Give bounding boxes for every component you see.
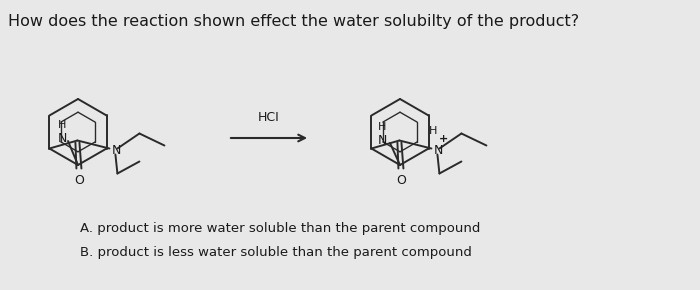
Text: H: H xyxy=(429,126,438,135)
Text: O: O xyxy=(74,174,85,187)
Text: N: N xyxy=(377,135,386,148)
Text: N: N xyxy=(111,144,121,157)
Text: HCI: HCI xyxy=(258,111,280,124)
Text: +: + xyxy=(439,133,448,144)
Text: B. product is less water soluble than the parent compound: B. product is less water soluble than th… xyxy=(80,246,472,259)
Text: H: H xyxy=(58,120,66,130)
Text: H: H xyxy=(378,122,386,132)
Text: A. product is more water soluble than the parent compound: A. product is more water soluble than th… xyxy=(80,222,480,235)
Text: N: N xyxy=(57,133,66,146)
Text: N: N xyxy=(433,144,443,157)
Text: O: O xyxy=(396,174,407,187)
Text: How does the reaction shown effect the water solubilty of the product?: How does the reaction shown effect the w… xyxy=(8,14,579,29)
